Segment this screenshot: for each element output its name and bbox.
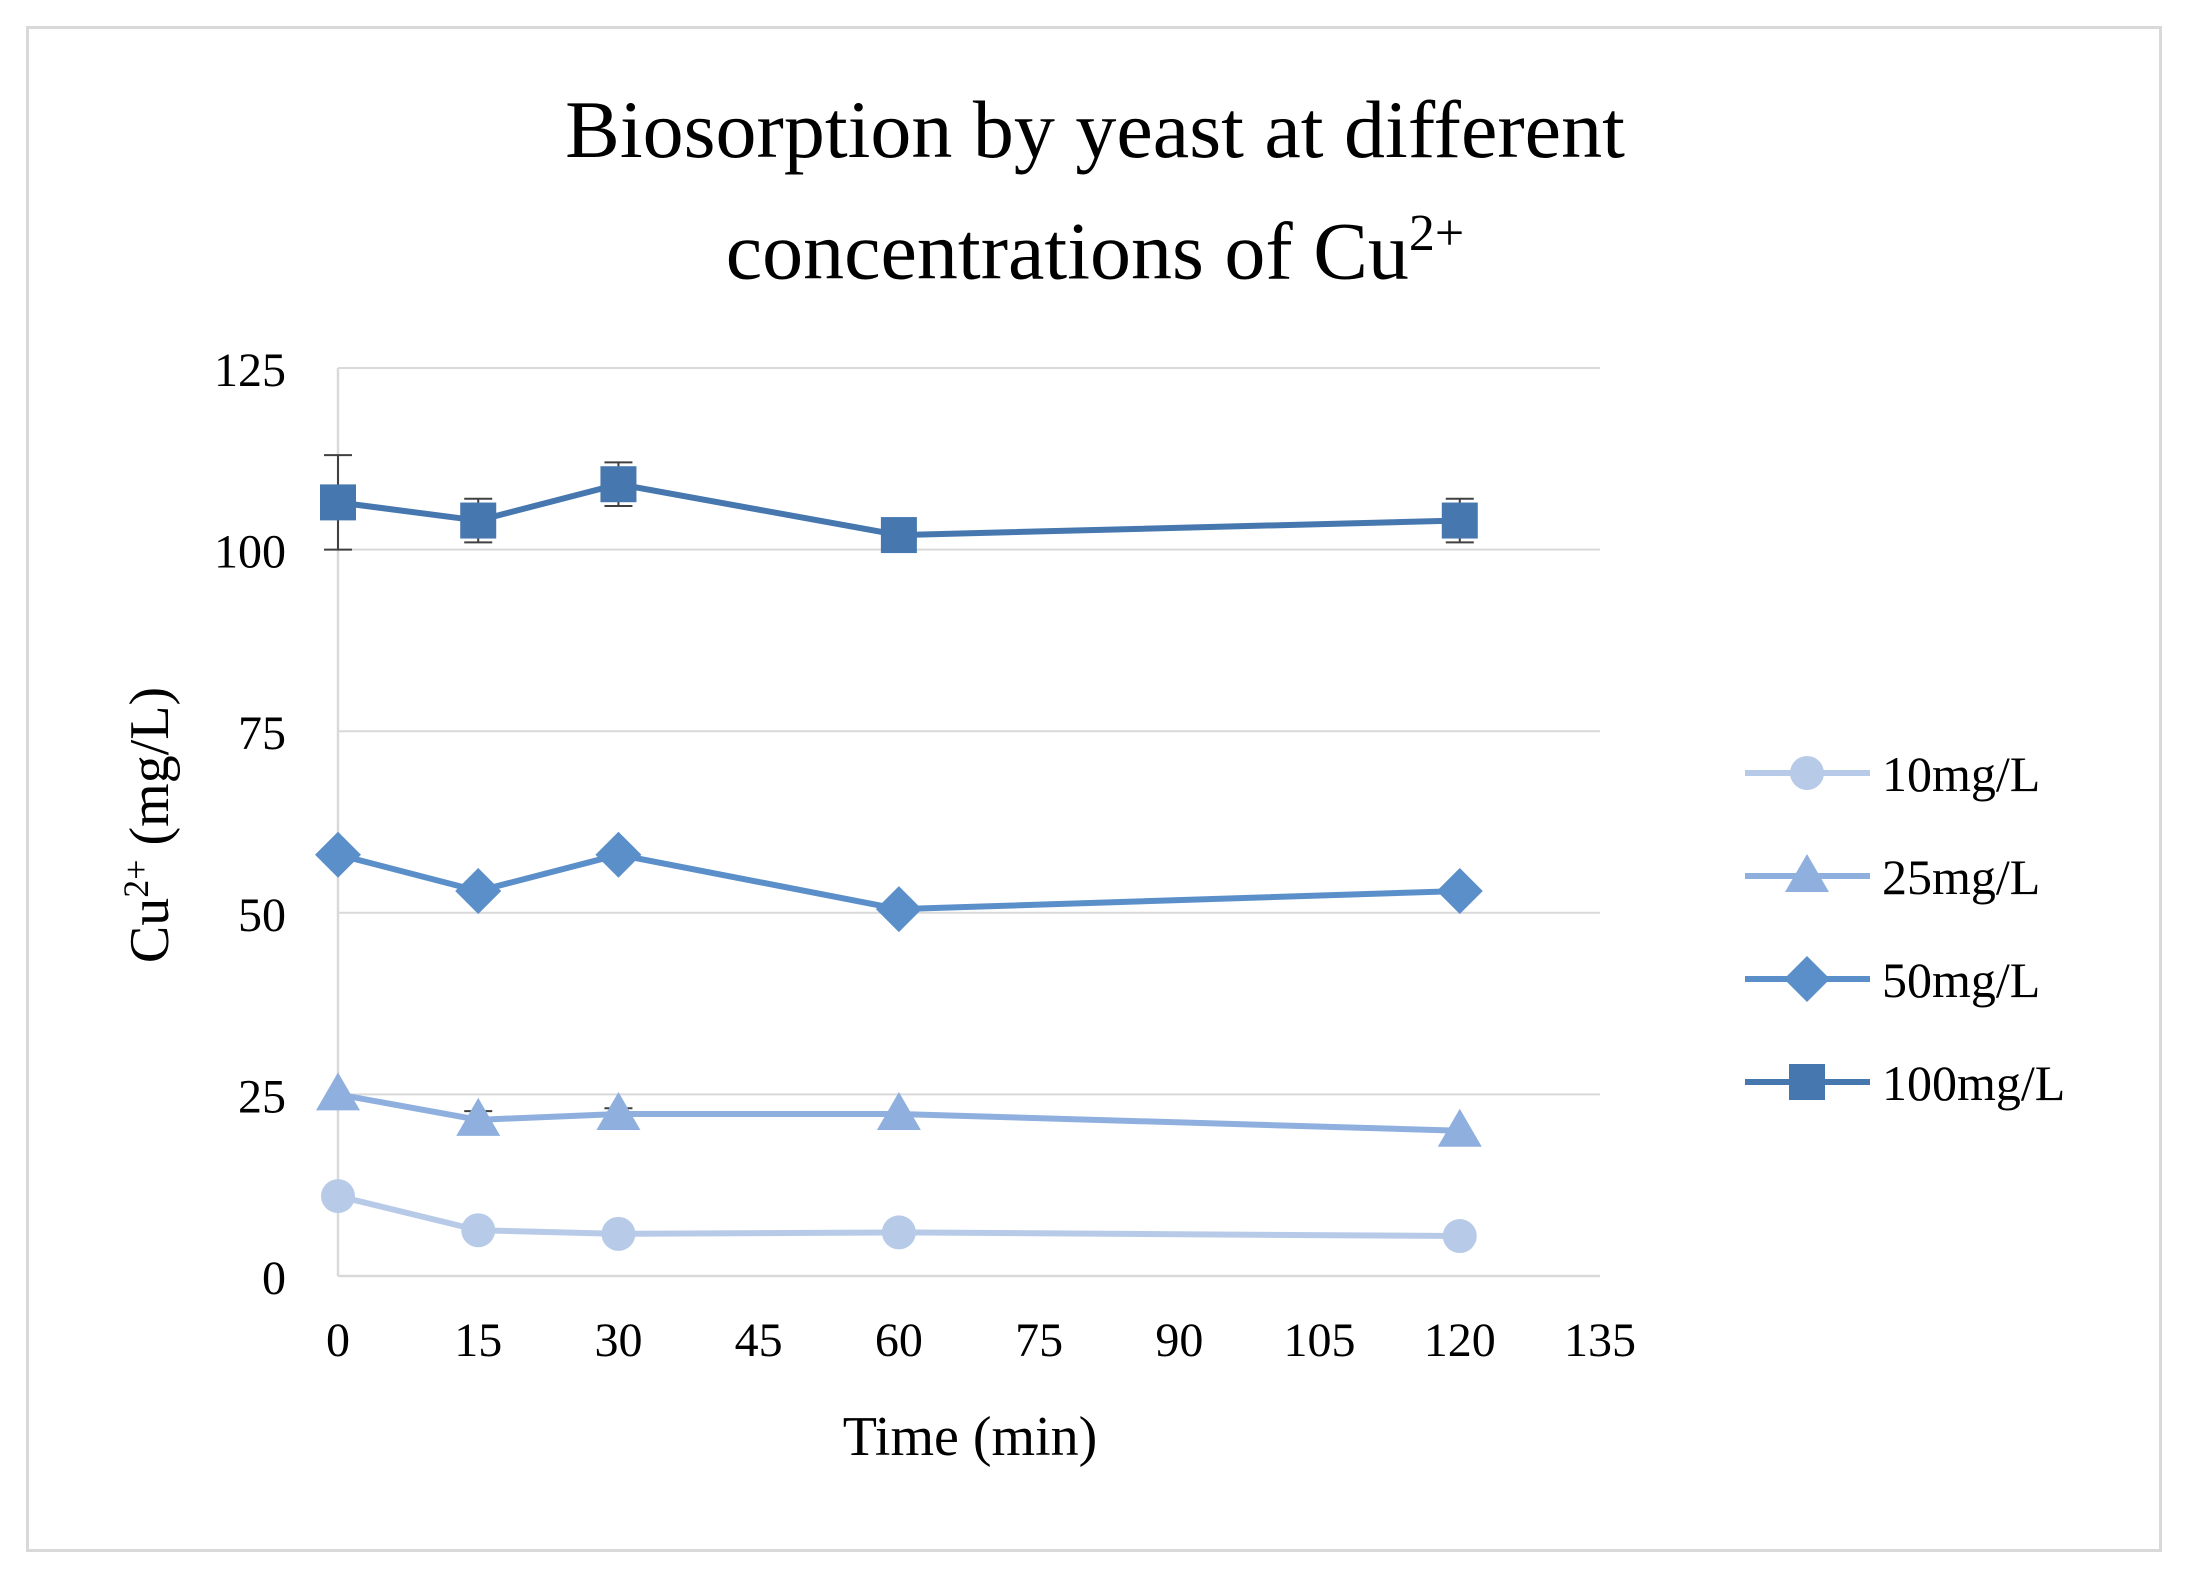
y-tick-label-50: 50: [238, 889, 286, 942]
legend-marker-10mg/L: [1790, 756, 1824, 790]
legend-marker-100mg/L: [1789, 1064, 1825, 1100]
data-point-10mg/L-60: [881, 1215, 916, 1250]
axes: 0 25 50 75 100 125 0 15 30 45 60 75 90 105 120 135: [214, 344, 1636, 1367]
legend-marker-25mg/L: [1785, 854, 1829, 892]
x-tick-label-60: 60: [875, 1314, 923, 1367]
data-point-25mg/L-120: [1437, 1108, 1482, 1147]
data-point-10mg/L-15: [461, 1213, 496, 1248]
data-point-25mg/L-30: [596, 1092, 641, 1131]
data-point-10mg/L-120: [1442, 1219, 1477, 1254]
x-tick-label-90: 90: [1155, 1314, 1203, 1367]
data-point-25mg/L-0: [316, 1072, 360, 1111]
x-tick-label-105: 105: [1284, 1314, 1356, 1367]
chart-title-line2: concentrations of Cu2+: [0, 182, 2190, 303]
chart-title-line1: Biosorption by yeast at different: [565, 84, 1625, 175]
series-25mg/L: [316, 1072, 1482, 1147]
legend-label-50mg/L: 50mg/L: [1882, 952, 2040, 1008]
x-tick-label-30: 30: [594, 1314, 642, 1367]
legend-item-25mg/L: 25mg/L: [1745, 849, 2040, 905]
x-tick-label-75: 75: [1015, 1314, 1063, 1367]
legend-marker-50mg/L: [1784, 956, 1830, 1002]
data-point-100mg/L-120: [1441, 502, 1478, 539]
x-tick-label-15: 15: [454, 1314, 502, 1367]
y-axis-title-superscript: 2+: [116, 859, 156, 897]
data-point-10mg/L-0: [321, 1179, 355, 1214]
chart-title: Biosorption by yeast at different concen…: [0, 78, 2190, 303]
x-tick-label-135: 135: [1564, 1314, 1636, 1367]
legend-item-10mg/L: 10mg/L: [1745, 746, 2040, 802]
series-10mg/L: [321, 1179, 1477, 1254]
gridlines: [338, 367, 1600, 1096]
data-point-100mg/L-60: [880, 517, 917, 554]
y-tick-label-125: 125: [214, 344, 286, 397]
y-tick-label-0: 0: [262, 1252, 286, 1305]
legend-item-100mg/L: 100mg/L: [1745, 1055, 2065, 1111]
data-point-25mg/L-15: [456, 1097, 501, 1136]
y-axis-title-text: Cu: [119, 898, 181, 963]
y-tick-label-75: 75: [238, 707, 286, 760]
x-tick-label-120: 120: [1424, 1314, 1496, 1367]
legend-item-50mg/L: 50mg/L: [1745, 952, 2040, 1008]
x-axis-title: Time (min): [843, 1406, 1098, 1468]
series-layer: [315, 454, 1483, 1254]
data-point-50mg/L-120: [1436, 868, 1483, 915]
x-tick-label-45: 45: [735, 1314, 783, 1367]
legend: 10mg/L 25mg/L 50mg/L 100mg/L: [1745, 746, 2065, 1111]
data-point-50mg/L-60: [875, 886, 922, 933]
chart-title-line2-text: concentrations of Cu: [725, 205, 1409, 297]
data-point-10mg/L-30: [601, 1216, 636, 1251]
legend-label-100mg/L: 100mg/L: [1882, 1055, 2065, 1111]
x-tick-label-0: 0: [326, 1314, 350, 1367]
series-50mg/L: [315, 831, 1483, 933]
y-tick-label-100: 100: [214, 526, 286, 579]
legend-label-10mg/L: 10mg/L: [1882, 746, 2040, 802]
data-point-100mg/L-30: [600, 466, 637, 503]
y-axis-title: Cu2+ (mg/L): [116, 687, 181, 963]
series-100mg/L: [320, 454, 1478, 554]
data-point-100mg/L-15: [460, 502, 497, 539]
chart-title-superscript: 2+: [1408, 205, 1465, 262]
y-tick-label-25: 25: [238, 1070, 286, 1123]
data-point-100mg/L-0: [320, 484, 356, 521]
data-point-50mg/L-0: [315, 831, 361, 878]
data-point-50mg/L-30: [595, 831, 642, 878]
y-axis-title-unit: (mg/L): [119, 687, 181, 860]
data-point-25mg/L-60: [876, 1092, 921, 1131]
legend-label-25mg/L: 25mg/L: [1882, 849, 2040, 905]
data-point-50mg/L-15: [455, 868, 502, 915]
